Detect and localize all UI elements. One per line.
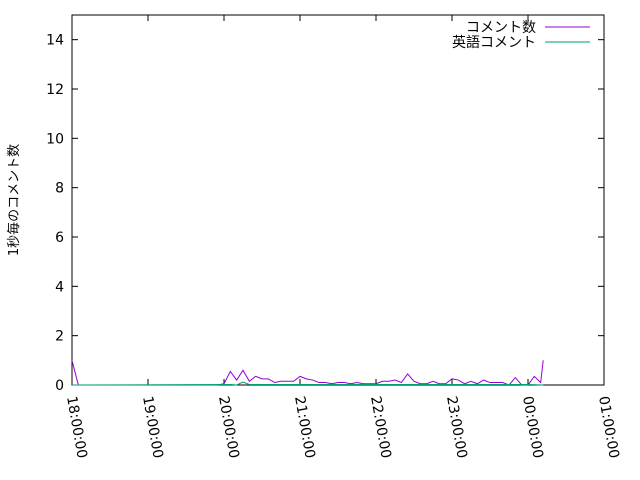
y-tick-label: 2 bbox=[55, 329, 64, 345]
series-line bbox=[71, 381, 544, 386]
series-line bbox=[71, 360, 544, 386]
x-tick-label: 01:00:00 bbox=[595, 395, 622, 460]
plot-border bbox=[71, 14, 605, 386]
y-tick-label: 12 bbox=[46, 82, 64, 98]
y-tick-label: 4 bbox=[55, 279, 64, 295]
y-tick-label: 0 bbox=[55, 378, 64, 394]
y-tick-label: 10 bbox=[46, 131, 64, 147]
legend-label: コメント数 bbox=[466, 20, 536, 36]
x-tick-label: 21:00:00 bbox=[291, 395, 318, 460]
x-tick-label: 19:00:00 bbox=[139, 395, 166, 460]
x-tick-label: 00:00:00 bbox=[519, 395, 546, 460]
y-tick-label: 14 bbox=[46, 33, 64, 49]
x-tick-label: 18:00:00 bbox=[63, 395, 90, 460]
y-tick-label: 6 bbox=[55, 230, 64, 246]
y-tick-label: 8 bbox=[55, 181, 64, 197]
legend-label: 英語コメント bbox=[452, 34, 536, 51]
y-axis-label: 1秒毎のコメント数 bbox=[6, 144, 22, 256]
x-tick-label: 23:00:00 bbox=[443, 395, 470, 460]
x-tick-label: 20:00:00 bbox=[215, 395, 242, 460]
x-tick-label: 22:00:00 bbox=[367, 395, 394, 460]
